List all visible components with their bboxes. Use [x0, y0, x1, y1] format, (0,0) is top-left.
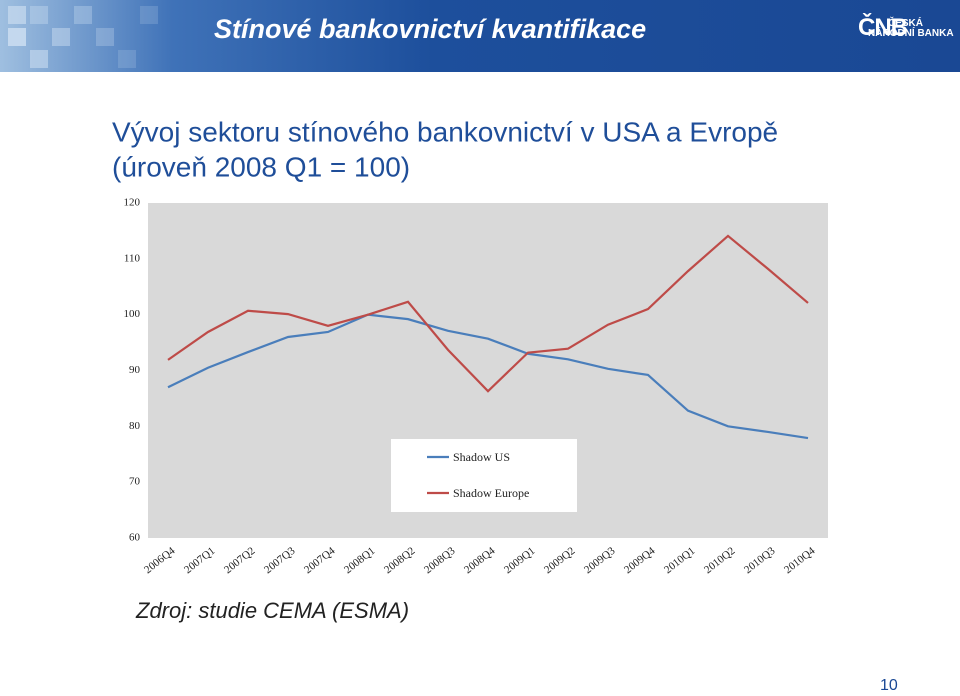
tile [8, 6, 26, 24]
y-tick-label: 110 [124, 252, 141, 264]
x-tick-label: 2010Q4 [782, 545, 818, 577]
x-tick-label: 2010Q1 [662, 545, 697, 576]
y-tick-label: 120 [124, 197, 141, 209]
y-tick-label: 100 [124, 308, 141, 320]
legend-label: Shadow Europe [453, 486, 529, 500]
y-tick-label: 80 [129, 420, 141, 432]
tile [30, 6, 48, 24]
logo-text: NÁRODNÍ BANKA [868, 28, 954, 39]
header: Stínové bankovnictví kvantifikace ČNB ČE… [0, 0, 960, 72]
tile [118, 50, 136, 68]
source-note: Zdroj: studie CEMA (ESMA) [136, 598, 410, 623]
logo-mark: ČNB [858, 14, 908, 41]
series-line [167, 313, 809, 440]
y-tick-label: 90 [129, 364, 141, 376]
x-tick-label: 2007Q3 [262, 545, 298, 577]
x-tick-label: 2008Q4 [462, 545, 498, 577]
tile [8, 28, 26, 46]
tile [52, 28, 70, 46]
x-tick-label: 2009Q4 [622, 545, 658, 577]
chart-title: Vývoj sektoru stínového bankovnictví v U… [112, 116, 778, 147]
legend-label: Shadow US [453, 450, 510, 464]
slide-title: Stínové bankovnictví kvantifikace [214, 14, 647, 44]
tile [74, 6, 92, 24]
series-line [167, 234, 809, 393]
y-tick-label: 70 [129, 476, 141, 488]
tile [30, 50, 48, 68]
x-tick-label: 2008Q3 [422, 545, 458, 577]
x-tick-label: 2010Q2 [702, 545, 737, 576]
chart: Vývoj sektoru stínového bankovnictví v U… [112, 116, 828, 577]
x-tick-label: 2008Q2 [382, 545, 417, 576]
x-tick-label: 2009Q1 [502, 545, 537, 576]
x-tick-label: 2007Q1 [182, 545, 217, 576]
x-tick-label: 2008Q1 [342, 545, 377, 576]
tile [140, 6, 158, 24]
legend-box [391, 439, 577, 512]
y-tick-label: 60 [129, 532, 141, 544]
x-tick-label: 2009Q3 [582, 545, 618, 577]
logo: ČNB ČESKÁ NÁRODNÍ BANKA [858, 14, 954, 41]
x-tick-label: 2007Q2 [222, 545, 257, 576]
logo-text: ČESKÁ [888, 18, 924, 29]
page-number: 10 [880, 677, 898, 694]
chart-subtitle: (úroveň 2008 Q1 = 100) [112, 151, 410, 182]
x-tick-label: 2007Q4 [302, 545, 338, 577]
tile [96, 28, 114, 46]
x-tick-label: 2006Q4 [142, 545, 178, 577]
x-tick-label: 2009Q2 [542, 545, 577, 576]
x-tick-label: 2010Q3 [742, 545, 778, 577]
